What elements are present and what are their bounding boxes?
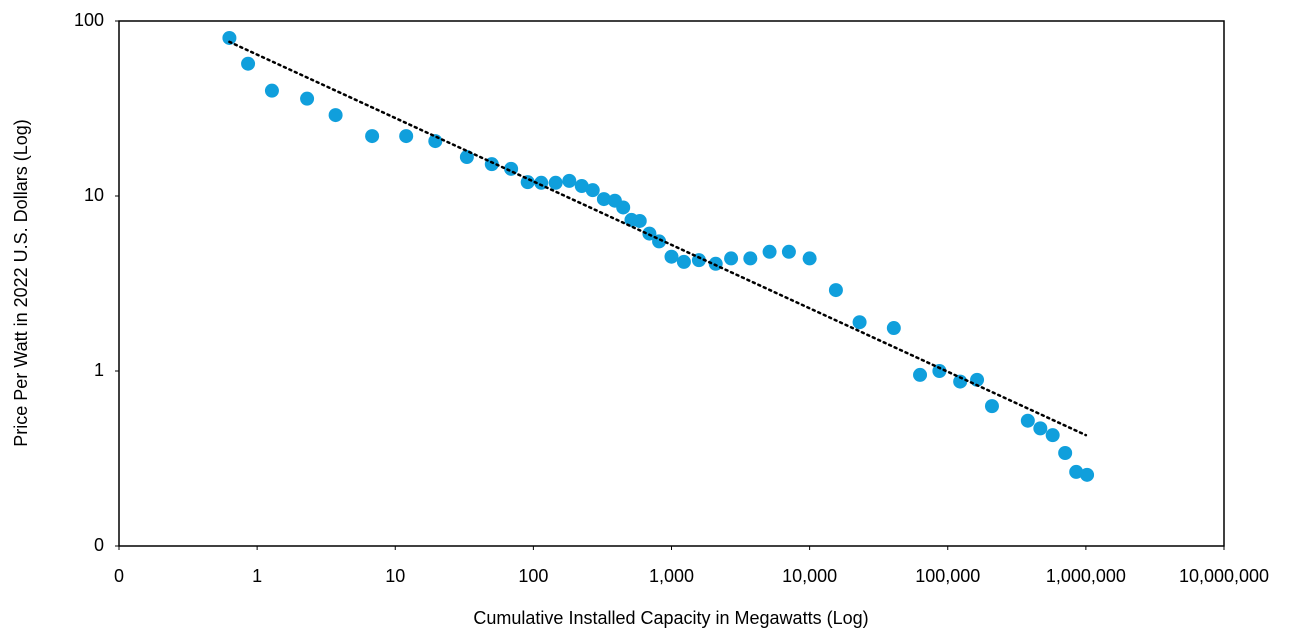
data-point: [802, 251, 817, 266]
data-point: [984, 399, 999, 414]
x-tick-label: 10,000: [782, 566, 837, 586]
data-point: [520, 175, 535, 190]
data-point: [1069, 464, 1084, 479]
y-axis-label: Price Per Watt in 2022 U.S. Dollars (Log…: [11, 119, 31, 446]
x-tick-label: 100: [518, 566, 548, 586]
y-tick-label: 10: [84, 185, 104, 205]
data-point: [596, 192, 611, 207]
data-point: [1020, 413, 1035, 428]
data-point: [932, 364, 947, 378]
data-point: [365, 129, 380, 144]
data-point: [328, 108, 343, 123]
data-point: [886, 321, 901, 336]
data-point: [241, 56, 256, 71]
data-point: [743, 251, 758, 266]
data-point: [852, 315, 867, 330]
data-point: [1045, 428, 1060, 443]
data-point: [585, 183, 600, 198]
data-point: [781, 244, 796, 259]
data-point: [264, 83, 279, 98]
data-point: [691, 253, 706, 268]
data-point: [562, 173, 577, 188]
data-point: [953, 374, 968, 389]
data-point: [1033, 421, 1048, 436]
data-point: [300, 91, 315, 106]
x-tick-label: 1,000: [649, 566, 694, 586]
x-tick-label: 1: [252, 566, 262, 586]
x-tick-label: 0: [114, 566, 124, 586]
data-point: [399, 129, 414, 144]
data-point: [664, 249, 679, 264]
data-point: [762, 244, 777, 259]
x-tick-label: 1,000,000: [1046, 566, 1126, 586]
x-tick-label: 100,000: [915, 566, 980, 586]
data-point: [1080, 467, 1095, 482]
data-point: [616, 200, 631, 215]
y-tick-label: 1: [94, 360, 104, 380]
data-point: [1058, 445, 1073, 460]
trendline: [228, 40, 1088, 437]
y-tick-label: 0: [94, 535, 104, 555]
data-point: [428, 134, 443, 149]
x-axis-label: Cumulative Installed Capacity in Megawat…: [473, 608, 868, 628]
data-point: [828, 283, 843, 298]
x-tick-label: 10,000,000: [1179, 566, 1269, 586]
data-point: [632, 213, 647, 228]
data-point: [548, 175, 563, 190]
y-tick-label: 100: [74, 10, 104, 30]
data-point: [676, 254, 691, 269]
x-tick-label: 10: [385, 566, 405, 586]
data-point: [724, 251, 739, 266]
data-point: [913, 367, 928, 382]
plot-frame: [118, 20, 1225, 547]
data-point: [574, 179, 589, 194]
data-point: [222, 30, 237, 45]
data-point: [504, 161, 519, 176]
